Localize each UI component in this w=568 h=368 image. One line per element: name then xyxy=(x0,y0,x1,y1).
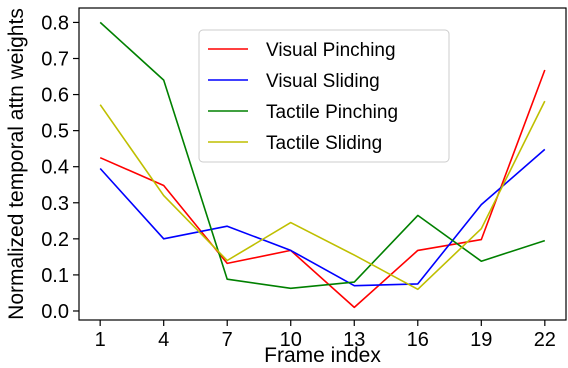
y-tick-label: 0.7 xyxy=(41,48,69,70)
legend-label-tactile-pinching: Tactile Pinching xyxy=(266,102,398,123)
legend: Visual Pinching Visual Sliding Tactile Pin… xyxy=(198,29,450,163)
plot-frame xyxy=(78,7,567,321)
y-tick-label: 0.3 xyxy=(41,193,69,215)
series-line-visual-pinching xyxy=(99,69,546,309)
y-tick-label: 0.6 xyxy=(41,85,69,107)
y-axis: 0.0 0.1 0.2 0.3 0.4 0.5 0.6 0.7 0.8 xyxy=(41,12,79,323)
y-axis-label: Normalized temporal attn weights xyxy=(5,8,28,320)
series-layer xyxy=(99,21,546,309)
x-tick-label: 16 xyxy=(407,329,429,351)
x-tick-label: 19 xyxy=(470,329,492,351)
x-tick-label: 7 xyxy=(222,329,233,351)
y-tick-label: 0.5 xyxy=(41,121,69,143)
x-axis: 1 4 7 10 13 16 19 22 xyxy=(95,320,556,351)
legend-frame xyxy=(198,29,450,163)
series-line-tactile-pinching xyxy=(99,21,546,290)
series-line-tactile-sliding xyxy=(99,100,546,291)
x-tick-label: 4 xyxy=(158,329,169,351)
y-tick-label: 0.4 xyxy=(41,157,69,179)
legend-label-visual-sliding: Visual Sliding xyxy=(266,71,380,92)
x-tick-label: 10 xyxy=(280,329,302,351)
y-tick-label: 0.1 xyxy=(41,265,69,287)
x-tick-label: 22 xyxy=(534,329,556,351)
y-tick-label: 0.2 xyxy=(41,229,69,251)
x-axis-label: Frame index xyxy=(264,344,381,367)
series-line-visual-sliding xyxy=(99,148,546,287)
y-tick-label: 0.8 xyxy=(41,12,69,34)
x-tick-label: 13 xyxy=(343,329,365,351)
legend-label-visual-pinching: Visual Pinching xyxy=(266,40,396,61)
y-tick-label: 0.0 xyxy=(41,301,69,323)
legend-label-tactile-sliding: Tactile Sliding xyxy=(266,133,382,154)
plot-area xyxy=(78,7,567,321)
x-tick-label: 1 xyxy=(95,329,106,351)
